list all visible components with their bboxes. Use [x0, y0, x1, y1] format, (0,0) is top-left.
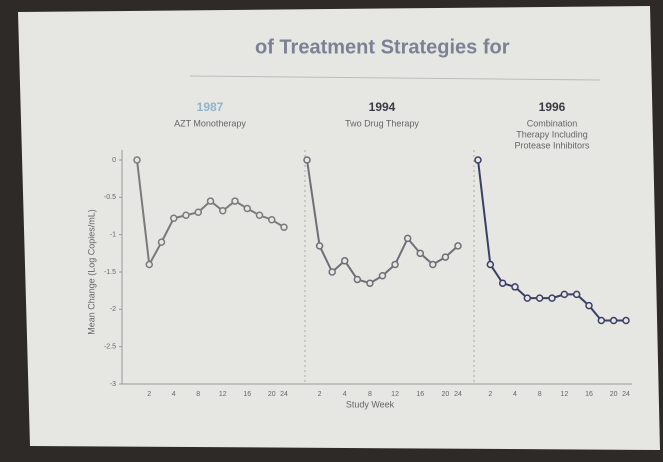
- x-tick-label: 4: [172, 391, 176, 398]
- panel-subtitle: Two Drug Therapy: [345, 118, 419, 128]
- y-tick-label: -2.5: [104, 344, 116, 351]
- marker: [366, 279, 374, 287]
- marker: [231, 197, 239, 205]
- marker: [416, 249, 424, 258]
- x-tick-label: 8: [538, 391, 542, 398]
- panel-title: 1994: [369, 100, 396, 114]
- x-tick-label: 16: [416, 391, 424, 398]
- marker: [243, 204, 251, 213]
- x-tick-label: 24: [622, 391, 630, 398]
- marker: [535, 294, 544, 302]
- panel-subtitle: Therapy Including: [516, 129, 588, 139]
- marker: [280, 223, 288, 231]
- marker: [403, 234, 412, 243]
- marker: [523, 294, 532, 302]
- marker: [560, 290, 569, 299]
- x-tick-label: 20: [442, 391, 450, 398]
- marker: [511, 283, 519, 291]
- marker: [328, 268, 336, 276]
- x-tick-label: 20: [610, 391, 618, 398]
- panel-title: 1996: [539, 100, 566, 114]
- x-tick-label: 8: [196, 391, 200, 398]
- marker: [255, 211, 264, 220]
- x-tick-label: 20: [268, 391, 276, 398]
- marker: [341, 257, 349, 265]
- x-tick-label: 12: [219, 391, 227, 398]
- panel-subtitle: Combination: [527, 118, 578, 128]
- marker: [498, 279, 507, 287]
- marker: [429, 260, 437, 269]
- marker: [303, 156, 311, 164]
- x-tick-label: 8: [368, 391, 372, 398]
- x-tick-label: 16: [585, 391, 593, 398]
- marker: [206, 197, 215, 205]
- x-tick-label: 2: [318, 391, 322, 398]
- marker: [441, 253, 450, 261]
- x-tick-label: 12: [560, 391, 568, 398]
- marker: [182, 211, 190, 220]
- slide: [18, 6, 660, 450]
- marker: [622, 316, 630, 325]
- marker: [454, 242, 462, 250]
- panel-subtitle: Protease Inhibitors: [514, 140, 590, 150]
- x-tick-label: 4: [343, 391, 347, 398]
- panel-subtitle: AZT Monotherapy: [174, 118, 246, 128]
- page-title: of Treatment Strategies for: [255, 36, 510, 58]
- y-axis-label: Mean Change (Log Copies/mL): [86, 209, 96, 335]
- title-rule: [189, 75, 601, 81]
- marker: [219, 207, 227, 215]
- marker: [474, 156, 482, 164]
- marker: [378, 271, 387, 280]
- marker: [145, 260, 153, 269]
- y-tick-label: -1: [110, 232, 116, 239]
- x-tick-label: 2: [488, 391, 492, 398]
- marker: [194, 208, 202, 217]
- marker: [391, 260, 399, 269]
- y-tick-label: -2: [110, 306, 116, 313]
- marker: [597, 316, 606, 325]
- x-tick-label: 2: [147, 391, 151, 398]
- marker: [315, 242, 324, 250]
- y-tick-label: 0: [112, 157, 116, 164]
- marker: [609, 316, 618, 325]
- marker: [585, 301, 593, 310]
- marker: [548, 294, 556, 302]
- marker: [268, 215, 276, 224]
- x-tick-label: 24: [280, 391, 288, 398]
- y-tick-label: -0.5: [104, 194, 116, 201]
- x-axis-label: Study Week: [346, 399, 395, 409]
- marker: [133, 156, 141, 164]
- marker: [157, 238, 166, 246]
- x-tick-label: 4: [513, 391, 517, 398]
- x-tick-label: 24: [454, 391, 462, 398]
- x-tick-label: 16: [243, 391, 251, 398]
- panel-title: 1987: [197, 100, 224, 114]
- marker: [486, 260, 495, 269]
- marker: [170, 214, 178, 222]
- y-tick-label: -3: [110, 381, 116, 388]
- y-tick-label: -1.5: [104, 269, 116, 276]
- x-tick-label: 12: [391, 391, 399, 398]
- marker: [353, 275, 362, 284]
- marker: [572, 290, 581, 299]
